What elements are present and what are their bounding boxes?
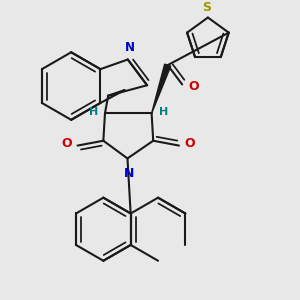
Text: O: O	[188, 80, 199, 92]
Text: H: H	[159, 107, 168, 117]
Text: O: O	[185, 137, 195, 151]
Text: H: H	[88, 107, 98, 117]
Text: S: S	[202, 1, 211, 14]
Text: O: O	[61, 137, 72, 151]
Text: N: N	[124, 41, 134, 54]
Text: N: N	[124, 167, 134, 180]
Polygon shape	[152, 64, 171, 113]
